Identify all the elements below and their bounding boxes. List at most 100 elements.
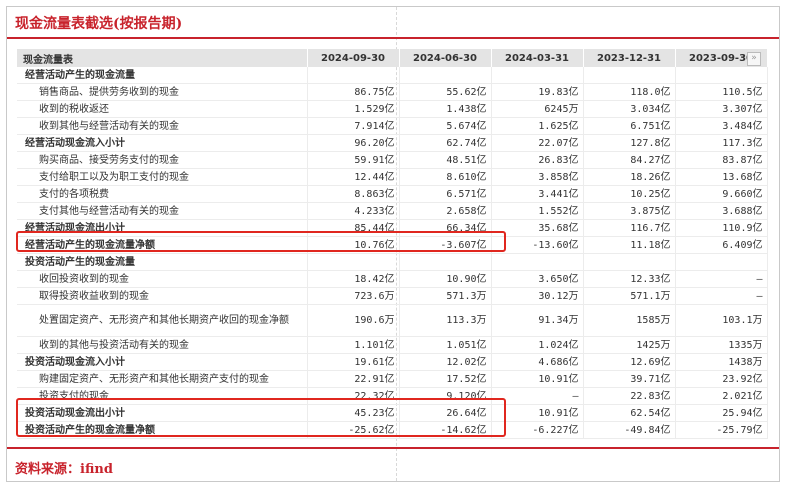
- cell-value: 1.051亿: [399, 336, 492, 354]
- cell-value: 12.02亿: [399, 353, 492, 371]
- row-label: 收回投资收到的现金: [17, 270, 308, 288]
- cell-value: 39.71亿: [583, 370, 676, 388]
- cell-value: 9.660亿: [675, 185, 768, 203]
- cell-value: 110.9亿: [675, 219, 768, 237]
- cell-value: 3.441亿: [491, 185, 584, 203]
- row-label: 收到其他与经营活动有关的现金: [17, 117, 308, 135]
- cell-value: 30.12万: [491, 287, 584, 305]
- table-row: 经营活动产生的现金流量: [17, 67, 768, 84]
- cell-value: 10.25亿: [583, 185, 676, 203]
- cell-value: 3.858亿: [491, 168, 584, 186]
- cell-value: 1335万: [675, 336, 768, 354]
- cell-value: 1.625亿: [491, 117, 584, 135]
- source-note: 资料来源：ifind: [15, 462, 113, 477]
- table-row: 经营活动产生的现金流量净额 10.76亿 -3.607亿 -13.60亿 11.18亿 6…: [17, 236, 768, 254]
- cell-value: 3.034亿: [583, 100, 676, 118]
- cell-value: 18.26亿: [583, 168, 676, 186]
- title-bar: 现金流量表截选(按报告期): [7, 7, 779, 39]
- row-label: 经营活动现金流入小计: [17, 134, 308, 152]
- table-row: 购建固定资产、无形资产和其他长期资产支付的现金 22.91亿 17.52亿 10.91…: [17, 370, 768, 388]
- row-label: 投资活动产生的现金流量: [17, 253, 308, 271]
- column-header-period: 2023-12-31: [583, 49, 676, 67]
- cell-value: 1425万: [583, 336, 676, 354]
- row-label: 取得投资收益收到的现金: [17, 287, 308, 305]
- cell-value: 103.1万: [675, 304, 768, 337]
- cell-value: 91.34万: [491, 304, 584, 337]
- cell-value: 6245万: [491, 100, 584, 118]
- row-label: 经营活动现金流出小计: [17, 219, 308, 237]
- cell-value: 66.34亿: [399, 219, 492, 237]
- row-label: 经营活动产生的现金流量: [17, 67, 308, 84]
- cell-value: [583, 67, 676, 84]
- footer-bar: 资料来源：ifind: [7, 447, 779, 483]
- cell-value: 1.024亿: [491, 336, 584, 354]
- cell-value: 26.83亿: [491, 151, 584, 169]
- cash-flow-table: 现金流量表 2024-09-30 2024-06-30 2024-03-31 2…: [17, 49, 768, 439]
- table-row: 处置固定资产、无形资产和其他长期资产收回的现金净额 190.6万 113.3万 91.…: [17, 304, 768, 337]
- cell-value: —: [491, 387, 584, 405]
- cell-value: 8.863亿: [307, 185, 400, 203]
- table-row: 经营活动现金流入小计 96.20亿 62.74亿 22.07亿 127.8亿 117.3亿: [17, 134, 768, 152]
- table-row: 经营活动现金流出小计 85.44亿 66.34亿 35.68亿 116.7亿 110.9亿: [17, 219, 768, 237]
- table-row: 投资活动现金流出小计 45.23亿 26.64亿 10.91亿 62.54亿 25.94亿: [17, 404, 768, 422]
- cell-value: 8.610亿: [399, 168, 492, 186]
- row-label: 销售商品、提供劳务收到的现金: [17, 83, 308, 101]
- table-row: 收到其他与经营活动有关的现金 7.914亿 5.674亿 1.625亿 6.751亿 3.…: [17, 117, 768, 135]
- table-row: 投资活动现金流入小计 19.61亿 12.02亿 4.686亿 12.69亿 1438万: [17, 353, 768, 371]
- table-row: 支付其他与经营活动有关的现金 4.233亿 2.658亿 1.552亿 3.875亿 3.…: [17, 202, 768, 220]
- cell-value: [675, 67, 768, 84]
- cell-value: [583, 253, 676, 271]
- column-header-label: 现金流量表: [17, 49, 308, 67]
- column-header-period: 2024-09-30: [307, 49, 400, 67]
- cell-value: 12.69亿: [583, 353, 676, 371]
- report-frame: 现金流量表截选(按报告期) 现金流量表 2024-09-30 2024-06-3…: [6, 6, 780, 482]
- cell-value: 4.233亿: [307, 202, 400, 220]
- cell-value: 5.674亿: [399, 117, 492, 135]
- table-row: 收到的税收返还 1.529亿 1.438亿 6245万 3.034亿 3.307亿: [17, 100, 768, 118]
- row-label: 处置固定资产、无形资产和其他长期资产收回的现金净额: [17, 304, 308, 337]
- cell-value: [491, 253, 584, 271]
- cell-value: 3.484亿: [675, 117, 768, 135]
- table-row: 投资活动产生的现金流量: [17, 253, 768, 271]
- cell-value: 19.83亿: [491, 83, 584, 101]
- cell-value: 83.87亿: [675, 151, 768, 169]
- cell-value: -13.60亿: [491, 236, 584, 254]
- cell-value: 17.52亿: [399, 370, 492, 388]
- cell-value: 25.94亿: [675, 404, 768, 422]
- row-label: 经营活动产生的现金流量净额: [17, 236, 308, 254]
- cell-value: 723.6万: [307, 287, 400, 305]
- table-row: 购买商品、接受劳务支付的现金 59.91亿 48.51亿 26.83亿 84.27亿 83…: [17, 151, 768, 169]
- cell-value: 1.552亿: [491, 202, 584, 220]
- cell-value: 45.23亿: [307, 404, 400, 422]
- row-label: 收到的税收返还: [17, 100, 308, 118]
- row-label: 投资活动现金流入小计: [17, 353, 308, 371]
- table-row: 取得投资收益收到的现金 723.6万 571.3万 30.12万 571.1万 —: [17, 287, 768, 305]
- scroll-right-icon[interactable]: »: [747, 52, 761, 66]
- cell-value: [491, 67, 584, 84]
- cell-value: 1438万: [675, 353, 768, 371]
- cell-value: 10.91亿: [491, 370, 584, 388]
- row-label: 支付其他与经营活动有关的现金: [17, 202, 308, 220]
- row-label: 投资活动现金流出小计: [17, 404, 308, 422]
- cell-value: 118.0亿: [583, 83, 676, 101]
- row-label: 购买商品、接受劳务支付的现金: [17, 151, 308, 169]
- cell-value: 4.686亿: [491, 353, 584, 371]
- column-header-period: 2024-06-30: [399, 49, 492, 67]
- table-row: 销售商品、提供劳务收到的现金 86.75亿 55.62亿 19.83亿 118.0亿 11…: [17, 83, 768, 101]
- cell-value: 12.44亿: [307, 168, 400, 186]
- cell-value: —: [675, 287, 768, 305]
- cell-value: -25.62亿: [307, 421, 400, 439]
- cell-value: 2.658亿: [399, 202, 492, 220]
- cell-value: 1.438亿: [399, 100, 492, 118]
- cell-value: 117.3亿: [675, 134, 768, 152]
- cell-value: 86.75亿: [307, 83, 400, 101]
- cell-value: 110.5亿: [675, 83, 768, 101]
- cell-value: 127.8亿: [583, 134, 676, 152]
- cell-value: 7.914亿: [307, 117, 400, 135]
- table-row: 投资活动产生的现金流量净额 -25.62亿 -14.62亿 -6.227亿 -49.84…: [17, 421, 768, 439]
- row-label: 支付给职工以及为职工支付的现金: [17, 168, 308, 186]
- cell-value: -6.227亿: [491, 421, 584, 439]
- cell-value: -49.84亿: [583, 421, 676, 439]
- cell-value: 22.07亿: [491, 134, 584, 152]
- cell-value: 62.74亿: [399, 134, 492, 152]
